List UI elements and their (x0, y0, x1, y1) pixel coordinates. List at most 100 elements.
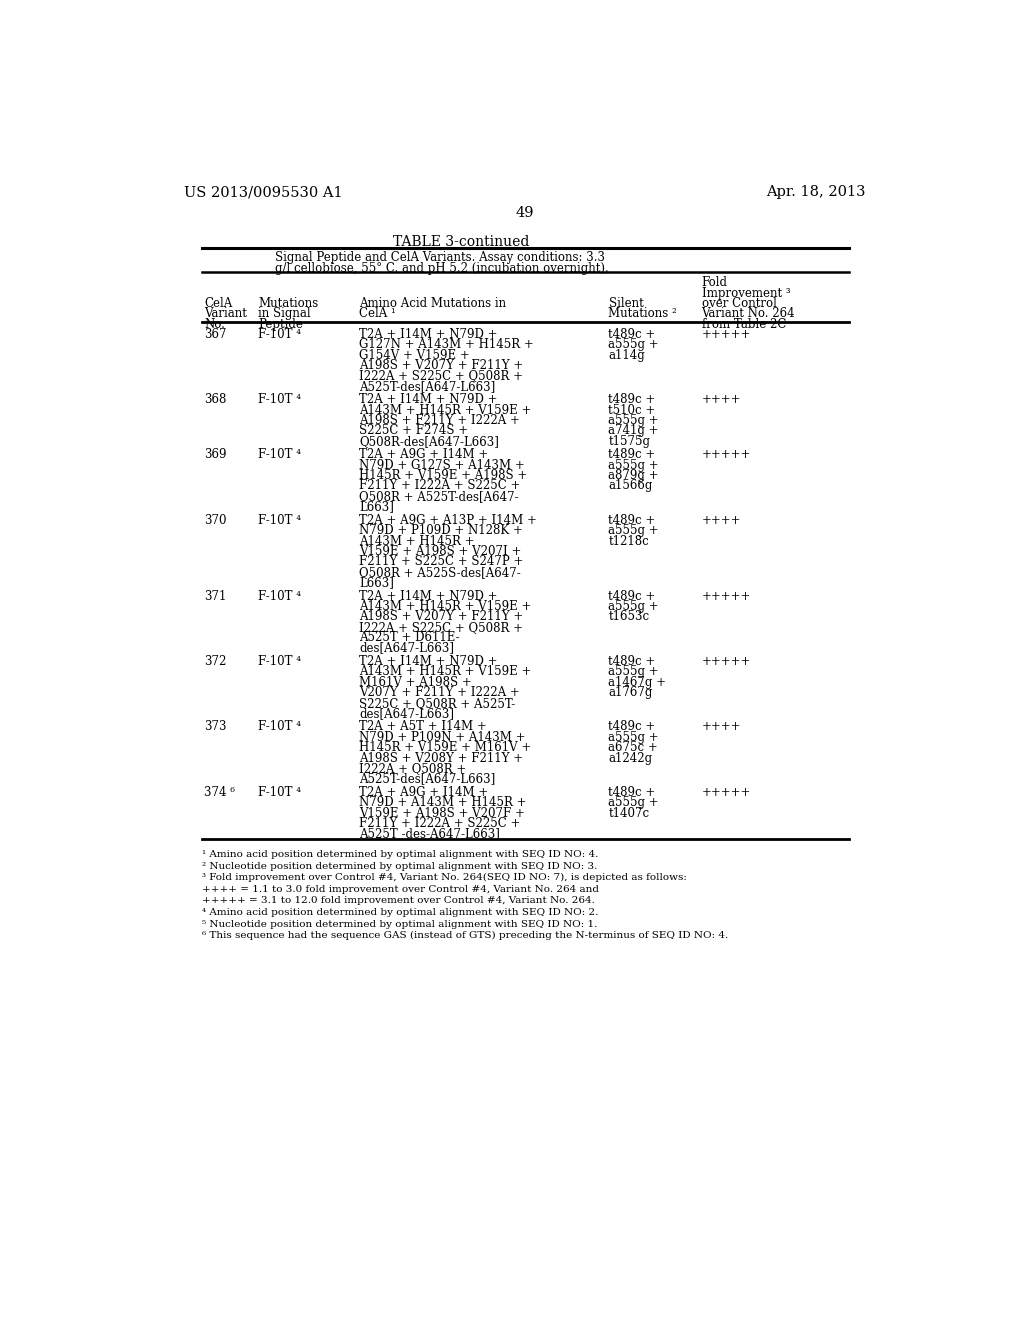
Text: F-10T ⁴: F-10T ⁴ (258, 655, 301, 668)
Text: TABLE 3-continued: TABLE 3-continued (393, 235, 529, 249)
Text: L663]: L663] (359, 576, 394, 589)
Text: a675c +: a675c + (608, 742, 658, 754)
Text: +++++: +++++ (701, 785, 751, 799)
Text: a741g +: a741g + (608, 425, 659, 437)
Text: in Signal: in Signal (258, 308, 311, 321)
Text: des[A647-L663]: des[A647-L663] (359, 708, 454, 719)
Text: t489c +: t489c + (608, 513, 655, 527)
Text: t489c +: t489c + (608, 327, 655, 341)
Text: +++++: +++++ (701, 590, 751, 603)
Text: +++++: +++++ (701, 449, 751, 461)
Text: US 2013/0095530 A1: US 2013/0095530 A1 (183, 185, 342, 199)
Text: a1566g: a1566g (608, 479, 653, 492)
Text: F-10T ⁴: F-10T ⁴ (258, 393, 301, 407)
Text: Variant: Variant (204, 308, 247, 321)
Text: Improvement ³: Improvement ³ (701, 286, 791, 300)
Text: t1653c: t1653c (608, 610, 649, 623)
Text: Apr. 18, 2013: Apr. 18, 2013 (766, 185, 866, 199)
Text: t489c +: t489c + (608, 655, 655, 668)
Text: 373: 373 (204, 721, 226, 734)
Text: +++++ = 3.1 to 12.0 fold improvement over Control #4, Variant No. 264.: +++++ = 3.1 to 12.0 fold improvement ove… (202, 896, 595, 906)
Text: t1407c: t1407c (608, 807, 649, 820)
Text: F211Y + I222A + S225C +: F211Y + I222A + S225C + (359, 479, 520, 492)
Text: ³ Fold improvement over Control #4, Variant No. 264(SEQ ID NO: 7), is depicted a: ³ Fold improvement over Control #4, Vari… (202, 874, 686, 883)
Text: Variant No. 264: Variant No. 264 (701, 308, 795, 321)
Text: L663]: L663] (359, 500, 394, 513)
Text: Amino Acid Mutations in: Amino Acid Mutations in (359, 297, 506, 310)
Text: F211Y + I222A + S225C +: F211Y + I222A + S225C + (359, 817, 520, 830)
Text: 49: 49 (515, 206, 535, 220)
Text: M161V + A198S +: M161V + A198S + (359, 676, 472, 689)
Text: Q508R + A525T-des[A647-: Q508R + A525T-des[A647- (359, 490, 518, 503)
Text: T2A + A9G + I14M +: T2A + A9G + I14M + (359, 449, 488, 461)
Text: H145R + V159E + A198S +: H145R + V159E + A198S + (359, 469, 527, 482)
Text: V159E + A198S + V207I +: V159E + A198S + V207I + (359, 545, 521, 558)
Text: ⁴ Amino acid position determined by optimal alignment with SEQ ID NO: 2.: ⁴ Amino acid position determined by opti… (202, 908, 598, 917)
Text: F-10T ⁴: F-10T ⁴ (258, 327, 301, 341)
Text: A525T-des[A647-L663]: A525T-des[A647-L663] (359, 380, 496, 393)
Text: a1767g: a1767g (608, 686, 653, 700)
Text: N79D + P109D + N128K +: N79D + P109D + N128K + (359, 524, 523, 537)
Text: T2A + I14M + N79D +: T2A + I14M + N79D + (359, 590, 498, 603)
Text: over Control: over Control (701, 297, 776, 310)
Text: Q508R + A525S-des[A647-: Q508R + A525S-des[A647- (359, 566, 520, 578)
Text: a555g +: a555g + (608, 601, 659, 612)
Text: G127N + A143M + H145R +: G127N + A143M + H145R + (359, 338, 534, 351)
Text: 368: 368 (204, 393, 226, 407)
Text: Signal Peptide and CelA Variants. Assay conditions: 3.3: Signal Peptide and CelA Variants. Assay … (275, 251, 605, 264)
Text: F211Y + S225C + S247P +: F211Y + S225C + S247P + (359, 556, 523, 569)
Text: A143M + H145R +: A143M + H145R + (359, 535, 474, 548)
Text: 372: 372 (204, 655, 226, 668)
Text: A198S + V208Y + F211Y +: A198S + V208Y + F211Y + (359, 751, 523, 764)
Text: No.: No. (204, 318, 225, 331)
Text: A525T -des-A647-L663]: A525T -des-A647-L663] (359, 828, 500, 841)
Text: t489c +: t489c + (608, 785, 655, 799)
Text: N79D + A143M + H145R +: N79D + A143M + H145R + (359, 796, 526, 809)
Text: a555g +: a555g + (608, 796, 659, 809)
Text: a555g +: a555g + (608, 524, 659, 537)
Text: a555g +: a555g + (608, 665, 659, 678)
Text: I222A + S225C + Q508R +: I222A + S225C + Q508R + (359, 370, 523, 383)
Text: T2A + I14M + N79D +: T2A + I14M + N79D + (359, 655, 498, 668)
Text: a1467g +: a1467g + (608, 676, 667, 689)
Text: ++++: ++++ (701, 393, 741, 407)
Text: H145R + V159E + M161V +: H145R + V159E + M161V + (359, 742, 531, 754)
Text: t510c +: t510c + (608, 404, 655, 417)
Text: +++++: +++++ (701, 655, 751, 668)
Text: a1242g: a1242g (608, 751, 652, 764)
Text: V207Y + F211Y + I222A +: V207Y + F211Y + I222A + (359, 686, 520, 700)
Text: a879g +: a879g + (608, 469, 659, 482)
Text: CelA ¹: CelA ¹ (359, 308, 395, 321)
Text: T2A + A9G + A13P + I14M +: T2A + A9G + A13P + I14M + (359, 513, 537, 527)
Text: A525T-des[A647-L663]: A525T-des[A647-L663] (359, 772, 496, 785)
Text: I222A + Q508R +: I222A + Q508R + (359, 762, 466, 775)
Text: Peptide: Peptide (258, 318, 303, 331)
Text: Q508R-des[A647-L663]: Q508R-des[A647-L663] (359, 434, 499, 447)
Text: ++++: ++++ (701, 721, 741, 734)
Text: +++++: +++++ (701, 327, 751, 341)
Text: a114g: a114g (608, 348, 645, 362)
Text: t489c +: t489c + (608, 590, 655, 603)
Text: 369: 369 (204, 449, 226, 461)
Text: ² Nucleotide position determined by optimal alignment with SEQ ID NO: 3.: ² Nucleotide position determined by opti… (202, 862, 597, 871)
Text: ⁵ Nucleotide position determined by optimal alignment with SEQ ID NO: 1.: ⁵ Nucleotide position determined by opti… (202, 920, 597, 928)
Text: I222A + S225C + Q508R +: I222A + S225C + Q508R + (359, 620, 523, 634)
Text: T2A + A9G + I14M +: T2A + A9G + I14M + (359, 785, 488, 799)
Text: ⁶ This sequence had the sequence GAS (instead of GTS) preceding the N-terminus o: ⁶ This sequence had the sequence GAS (in… (202, 931, 728, 940)
Text: A198S + V207Y + F211Y +: A198S + V207Y + F211Y + (359, 359, 523, 372)
Text: S225C + F274S +: S225C + F274S + (359, 425, 468, 437)
Text: t1218c: t1218c (608, 535, 649, 548)
Text: A198S + V207Y + F211Y +: A198S + V207Y + F211Y + (359, 610, 523, 623)
Text: F-10T ⁴: F-10T ⁴ (258, 785, 301, 799)
Text: 371: 371 (204, 590, 226, 603)
Text: A143M + H145R + V159E +: A143M + H145R + V159E + (359, 601, 531, 612)
Text: V159E + A198S + V207F +: V159E + A198S + V207F + (359, 807, 525, 820)
Text: T2A + I14M + N79D +: T2A + I14M + N79D + (359, 327, 498, 341)
Text: T2A + I14M + N79D +: T2A + I14M + N79D + (359, 393, 498, 407)
Text: S225C + Q508R + A525T-: S225C + Q508R + A525T- (359, 697, 515, 710)
Text: a555g +: a555g + (608, 338, 659, 351)
Text: a555g +: a555g + (608, 731, 659, 744)
Text: des[A647-L663]: des[A647-L663] (359, 642, 454, 655)
Text: from Table 2C: from Table 2C (701, 318, 785, 331)
Text: Mutations: Mutations (258, 297, 318, 310)
